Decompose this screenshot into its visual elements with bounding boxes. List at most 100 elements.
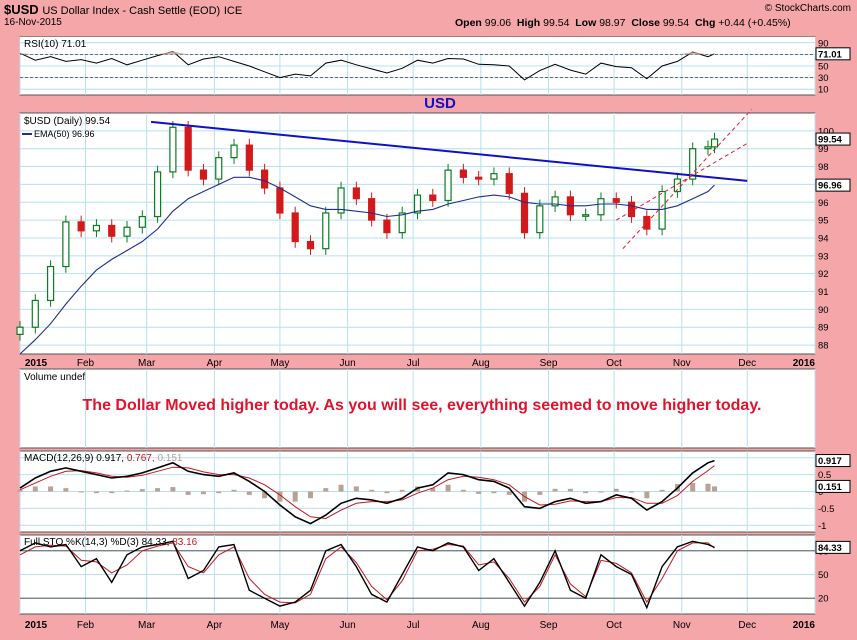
x-tick-label: Oct xyxy=(606,620,622,631)
y-tick-label: 1 xyxy=(818,453,823,464)
low-label: Low xyxy=(575,17,597,29)
macd-histogram-bar xyxy=(399,489,405,492)
x-tick-label: May xyxy=(270,620,289,631)
x-tick-label: Jul xyxy=(407,358,420,369)
y-tick-label: 70 xyxy=(818,50,829,61)
sto-last-value-box xyxy=(815,540,851,554)
x-tick-label: Apr xyxy=(207,620,223,631)
close-label: Close xyxy=(631,17,660,29)
y-tick-label: 97 xyxy=(818,180,829,191)
macd-last-value-box xyxy=(815,454,851,468)
candle-body xyxy=(77,221,85,232)
candle-body xyxy=(398,212,406,234)
candle-body xyxy=(92,224,101,232)
macd-histogram-bar xyxy=(644,491,650,499)
rsi-line xyxy=(19,50,715,81)
x-tick-label: 2015 xyxy=(25,358,48,369)
macd-histogram-bar xyxy=(338,484,344,492)
candle-body xyxy=(337,187,345,214)
macd-legend-hist: 0.151 xyxy=(157,453,182,464)
y-tick-label: 90 xyxy=(818,38,829,49)
macd-histogram-bar xyxy=(155,488,161,492)
candle-body xyxy=(199,169,208,180)
exchange-label: ICE xyxy=(223,5,243,17)
macd-histogram-bar xyxy=(712,486,718,492)
macd-histogram-bar xyxy=(583,491,589,494)
candle-body xyxy=(597,198,605,216)
candle-body xyxy=(62,221,70,268)
macd-histogram-bar xyxy=(690,483,696,492)
y-tick-label: -1 xyxy=(818,521,826,532)
candle-body xyxy=(566,196,574,216)
macd-histogram-bar xyxy=(613,488,619,492)
brand-watermark: © StockCharts.com xyxy=(764,3,851,14)
macd-legend-macd: 0.917, xyxy=(96,453,127,464)
candle-body xyxy=(261,169,269,189)
macd-histogram-bar xyxy=(705,483,711,492)
y-tick-label: 94 xyxy=(818,233,829,244)
candle-body xyxy=(444,169,452,202)
candle-body xyxy=(459,169,467,178)
macd-histogram-bar xyxy=(124,490,130,492)
open-label: Open xyxy=(455,17,482,29)
macd-histogram-bar xyxy=(674,484,680,492)
candle-body xyxy=(230,144,238,159)
macd-histogram-bar xyxy=(629,491,635,493)
candle-body xyxy=(536,205,544,234)
candle-body xyxy=(582,214,590,217)
y-tick-label: 50 xyxy=(818,62,829,73)
rsi-last-value: 71.01 xyxy=(818,49,842,60)
vol-panel: Volume undef The Dollar Moved higher toda… xyxy=(19,368,816,449)
rsi-overbought-fill xyxy=(20,51,715,55)
sto-panel: 20 50 80 Full STO %K(14,3) %D(3) 84.33, 83.… xyxy=(19,534,851,631)
candle-body xyxy=(153,171,162,218)
macd-histogram-bar xyxy=(537,491,543,495)
macd-legend: MACD(12,26,9) 0.917, 0.767, 0.151 xyxy=(24,453,183,464)
y-tick-label: 92 xyxy=(818,269,829,280)
macd-histogram-bar xyxy=(307,491,313,499)
macd-histogram-bar xyxy=(522,491,528,502)
macd-histogram-bar xyxy=(659,489,665,492)
resistance-trendline xyxy=(150,120,748,182)
y-tick-label: 0 xyxy=(818,487,823,498)
candle-body xyxy=(520,192,529,234)
candle-body xyxy=(108,224,116,237)
macd-histogram-bar xyxy=(567,488,573,492)
symbol-title: $USD US Dollar Index - Cash Settle (EOD)… xyxy=(4,2,243,17)
macd-histogram-bar xyxy=(17,489,23,492)
x-tick-label: Aug xyxy=(472,620,490,631)
candle-body xyxy=(612,198,620,203)
open-value: 99.06 xyxy=(484,17,512,29)
candle-body xyxy=(352,187,360,200)
x-tick-label: Jul xyxy=(407,620,420,631)
macd-histogram-bar xyxy=(78,491,84,493)
macd-histogram-bar xyxy=(170,487,176,492)
candle-body xyxy=(673,178,682,193)
high-label: High xyxy=(516,17,541,29)
candle-body xyxy=(643,215,651,230)
symbol-description: US Dollar Index - Cash Settle (EOD) xyxy=(42,5,221,17)
x-tick-label: Oct xyxy=(606,358,622,369)
y-tick-label: 10 xyxy=(818,85,829,96)
macd-histogram-bar xyxy=(552,488,558,492)
chg-value: +0.44 (+0.45%) xyxy=(718,17,791,29)
x-tick-label: Dec xyxy=(738,358,756,369)
candle-body xyxy=(710,138,719,148)
x-tick-label: Sep xyxy=(540,620,558,631)
x-tick-label: Mar xyxy=(138,358,156,369)
candle-body xyxy=(627,201,636,218)
x-tick-label: May xyxy=(270,358,289,369)
sto-legend-name: Full STO %K(14,3) %D(3) xyxy=(24,537,142,548)
candle-body xyxy=(31,299,39,328)
y-tick-label: 100 xyxy=(818,126,834,137)
y-tick-label: -0.5 xyxy=(818,504,834,515)
macd-line xyxy=(19,459,715,525)
macd-histogram-bar xyxy=(598,491,604,493)
macd-histogram-bar xyxy=(48,486,54,492)
macd-signal-line xyxy=(19,465,715,520)
macd-histogram-bar xyxy=(369,489,375,492)
sto-last-value: 84.33 xyxy=(818,543,842,554)
candle-body xyxy=(138,215,146,228)
